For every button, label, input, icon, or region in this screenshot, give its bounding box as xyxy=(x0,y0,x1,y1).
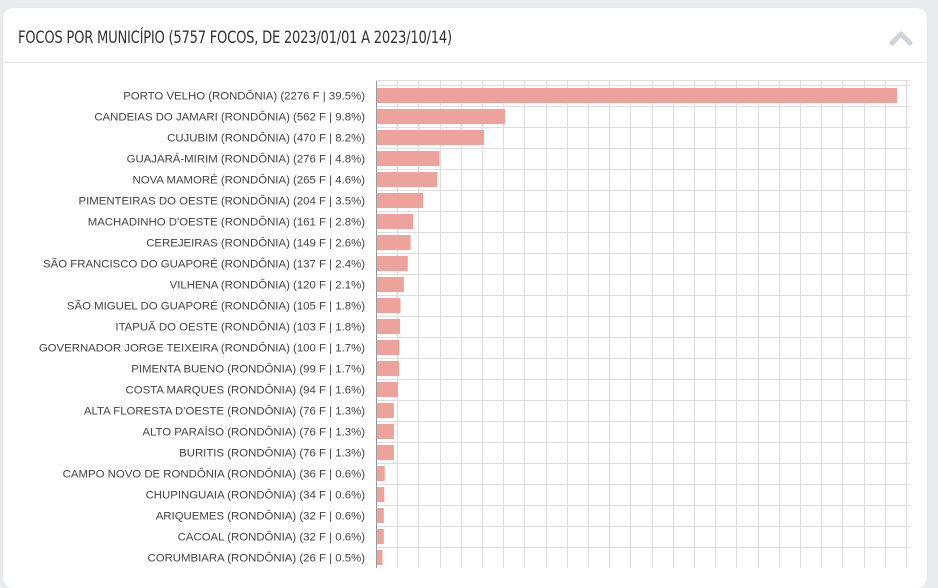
bars xyxy=(376,88,898,565)
category-label: CHUPINGUAIA (RONDÔNIA) (34 F | 0.6%) xyxy=(146,489,366,502)
bar[interactable] xyxy=(376,340,400,355)
bar[interactable] xyxy=(376,172,438,187)
category-label: COSTA MARQUES (RONDÔNIA) (94 F | 1.6%) xyxy=(126,384,366,397)
bar[interactable] xyxy=(376,382,398,397)
panel-title: FOCOS POR MUNICÍPIO (5757 FOCOS, DE 2023… xyxy=(18,28,452,48)
bar[interactable] xyxy=(376,445,394,460)
bar[interactable] xyxy=(376,550,383,565)
bar[interactable] xyxy=(376,487,385,502)
bar[interactable] xyxy=(376,508,384,523)
chart-panel: FOCOS POR MUNICÍPIO (5757 FOCOS, DE 2023… xyxy=(3,8,927,588)
category-label: PORTO VELHO (RONDÔNIA) (2276 F | 39.5%) xyxy=(123,90,365,103)
grid-lines xyxy=(376,80,910,568)
category-labels: PORTO VELHO (RONDÔNIA) (2276 F | 39.5%) C… xyxy=(39,90,365,565)
category-label: PIMENTEIRAS DO OESTE (RONDÔNIA) (204 F |… xyxy=(78,195,365,208)
category-label: PIMENTA BUENO (RONDÔNIA) (99 F | 1.7%) xyxy=(131,363,365,376)
bar[interactable] xyxy=(376,130,484,145)
bar[interactable] xyxy=(376,214,414,229)
category-label: MACHADINHO D'OESTE (RONDÔNIA) (161 F | 2… xyxy=(88,216,365,229)
category-label: SÃO MIGUEL DO GUAPORÉ (RONDÔNIA) (105 F … xyxy=(67,300,365,313)
bar[interactable] xyxy=(376,403,394,418)
bar[interactable] xyxy=(376,424,394,439)
category-label: SÃO FRANCISCO DO GUAPORÉ (RONDÔNIA) (137… xyxy=(43,258,365,271)
bar[interactable] xyxy=(376,235,411,250)
category-label: CEREJEIRAS (RONDÔNIA) (149 F | 2.6%) xyxy=(146,237,365,250)
category-label: GUAJARÁ-MIRIM (RONDÔNIA) (276 F | 4.8%) xyxy=(127,153,366,166)
bar[interactable] xyxy=(376,109,506,124)
panel-header: FOCOS POR MUNICÍPIO (5757 FOCOS, DE 2023… xyxy=(3,8,927,63)
category-label: VILHENA (RONDÔNIA) (120 F | 2.1%) xyxy=(170,279,366,292)
bar[interactable] xyxy=(376,298,401,313)
bar[interactable] xyxy=(376,466,385,481)
category-label: ALTA FLORESTA D'OESTE (RONDÔNIA) (76 F |… xyxy=(84,405,365,418)
bar[interactable] xyxy=(376,529,384,544)
category-label: NOVA MAMORÉ (RONDÔNIA) (265 F | 4.6%) xyxy=(133,174,366,187)
category-label: CACOAL (RONDÔNIA) (32 F | 0.6%) xyxy=(178,531,366,544)
chevron-up-icon[interactable] xyxy=(889,30,913,46)
axes xyxy=(376,80,910,568)
bar[interactable] xyxy=(376,88,898,103)
category-label: CORUMBIARA (RONDÔNIA) (26 F | 0.5%) xyxy=(147,552,365,565)
category-label: CAMPO NOVO DE RONDÔNIA (RONDÔNIA) (36 F … xyxy=(63,468,366,481)
category-label: ARIQUEMES (RONDÔNIA) (32 F | 0.6%) xyxy=(156,510,365,523)
bar[interactable] xyxy=(376,277,404,292)
category-label: GOVERNADOR JORGE TEIXEIRA (RONDÔNIA) (10… xyxy=(39,342,365,355)
bar-chart: PORTO VELHO (RONDÔNIA) (2276 F | 39.5%) C… xyxy=(39,80,910,568)
category-label: CANDEIAS DO JAMARI (RONDÔNIA) (562 F | 9… xyxy=(94,111,365,124)
bar[interactable] xyxy=(376,319,401,334)
bar[interactable] xyxy=(376,361,400,376)
category-label: ALTO PARAÍSO (RONDÔNIA) (76 F | 1.3%) xyxy=(142,426,365,439)
bar[interactable] xyxy=(376,151,440,166)
category-label: BURITIS (RONDÔNIA) (76 F | 1.3%) xyxy=(179,447,365,460)
bar[interactable] xyxy=(376,193,424,208)
bar[interactable] xyxy=(376,256,408,271)
category-label: ITAPUÃ DO OESTE (RONDÔNIA) (103 F | 1.8%… xyxy=(115,321,365,334)
category-label: CUJUBIM (RONDÔNIA) (470 F | 8.2%) xyxy=(167,132,365,145)
